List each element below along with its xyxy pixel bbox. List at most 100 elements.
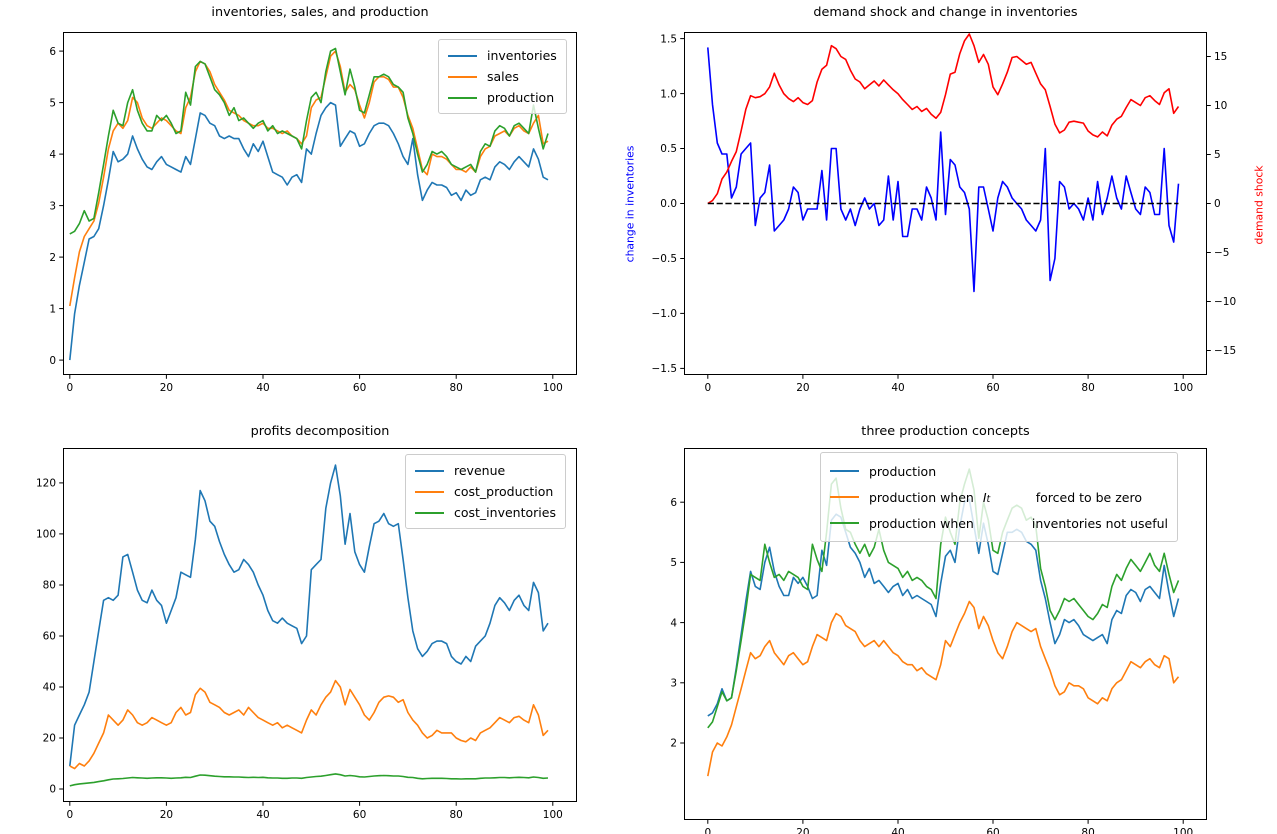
- svg-text:20: 20: [160, 809, 173, 821]
- series-inventories: [69, 101, 549, 361]
- legend-label: production: [869, 463, 937, 479]
- legend-line-sample-production: [830, 470, 859, 472]
- svg-text:0: 0: [66, 382, 73, 394]
- legend-item-production: production: [448, 87, 557, 108]
- svg-text:1.0: 1.0: [660, 88, 677, 100]
- legend-item-sales: sales: [448, 66, 557, 87]
- svg-text:−1.0: −1.0: [652, 308, 678, 320]
- svg-text:40: 40: [256, 809, 269, 821]
- svg-text:80: 80: [1081, 827, 1094, 834]
- y-axis-label-demand-shock: demand shock: [1252, 165, 1266, 245]
- svg-text:40: 40: [891, 382, 904, 394]
- svg-text:3: 3: [49, 200, 56, 212]
- svg-text:40: 40: [43, 682, 56, 694]
- legend-label: cost_inventories: [454, 505, 556, 520]
- legend-label: production when: [869, 489, 974, 505]
- legend-label: sales: [487, 69, 519, 84]
- series-sales: [69, 50, 549, 307]
- legend-inventories-sales-production: inventories sales production: [438, 39, 567, 114]
- svg-text:60: 60: [986, 827, 999, 834]
- svg-text:0: 0: [49, 784, 56, 796]
- legend-label: revenue: [454, 463, 506, 478]
- svg-text:1: 1: [49, 303, 56, 315]
- chart-title-profits-decomposition: profits decomposition: [250, 424, 390, 439]
- svg-text:60: 60: [986, 382, 999, 394]
- series-demand-shock: [707, 33, 1180, 205]
- series-production: [69, 47, 549, 235]
- svg-text:120: 120: [36, 478, 56, 490]
- svg-text:80: 80: [450, 382, 463, 394]
- svg-text:20: 20: [160, 382, 173, 394]
- svg-text:2: 2: [49, 252, 56, 264]
- chart-inventories-sales-production: 0 20 40 60 80 100 0 1 2 3 4 5 6: [49, 32, 577, 394]
- legend-label: forced to be zero: [1035, 489, 1142, 505]
- svg-text:80: 80: [43, 580, 56, 592]
- svg-text:60: 60: [43, 631, 56, 643]
- svg-text:4: 4: [49, 149, 56, 161]
- legend-item-revenue: revenue: [415, 460, 556, 481]
- legend-item-production: production: [830, 458, 1168, 484]
- svg-text:6: 6: [49, 46, 56, 58]
- svg-text:100: 100: [1173, 827, 1193, 834]
- svg-text:20: 20: [796, 827, 809, 834]
- chart-title-three-production-concepts: three production concepts: [861, 424, 1030, 439]
- series-cost-inventories: [69, 773, 549, 787]
- y-axis-label-change-in-inventories: change in inventories: [623, 145, 637, 263]
- svg-text:0.0: 0.0: [660, 198, 677, 210]
- legend-label: inventories not useful: [1031, 515, 1168, 531]
- svg-text:60: 60: [353, 809, 366, 821]
- legend-line-sample-inventories: [448, 54, 477, 57]
- chart-title-inventories-sales-production: inventories, sales, and production: [211, 5, 429, 20]
- svg-text:0: 0: [704, 382, 711, 394]
- svg-text:−10: −10: [1214, 296, 1236, 308]
- svg-text:40: 40: [256, 382, 269, 394]
- svg-text:20: 20: [796, 382, 809, 394]
- chart-demand-shock-change-in-inventories: 0 20 40 60 80 1001.51.00.50.0−0.5−1.0−1.51510…: [652, 32, 1236, 394]
- math-symbol-I: I: [982, 489, 987, 505]
- svg-text:40: 40: [891, 827, 904, 834]
- chart-profits-decomposition: 0 20 40 60 80 100 0 20 40 60 80 100 120: [36, 448, 577, 821]
- legend-item-production-not-useful: production when inventories not useful: [830, 510, 1168, 536]
- svg-text:60: 60: [353, 382, 366, 394]
- series-cost-production: [69, 679, 549, 770]
- legend-label: cost_production: [454, 484, 554, 499]
- svg-text:100: 100: [543, 809, 563, 821]
- legend-item-cost-inventories: cost_inventories: [415, 502, 556, 523]
- svg-text:0: 0: [66, 809, 73, 821]
- svg-text:10: 10: [1214, 100, 1227, 112]
- math-subscript-t: t: [986, 494, 991, 505]
- svg-text:100: 100: [1173, 382, 1193, 394]
- legend-label: production when: [869, 515, 974, 531]
- svg-text:−5: −5: [1214, 247, 1229, 259]
- legend-profits-decomposition: revenue cost_production cost_inventories: [405, 454, 566, 529]
- svg-text:100: 100: [36, 529, 56, 541]
- svg-text:15: 15: [1214, 51, 1227, 63]
- legend-item-inventories: inventories: [448, 45, 557, 66]
- legend-line-sample-cost-production: [415, 490, 444, 493]
- legend-line-sample-sales: [448, 75, 477, 78]
- legend-line-sample-revenue: [415, 469, 444, 472]
- svg-text:100: 100: [543, 382, 563, 394]
- svg-text:−0.5: −0.5: [652, 253, 678, 265]
- legend-line-sample-production-forced-zero: [830, 496, 859, 498]
- svg-text:0: 0: [704, 827, 711, 834]
- svg-text:3: 3: [670, 678, 677, 690]
- svg-text:4: 4: [670, 617, 677, 629]
- svg-text:6: 6: [670, 497, 677, 509]
- svg-text:1.5: 1.5: [660, 33, 677, 45]
- svg-text:5: 5: [1214, 149, 1221, 161]
- chart-three-production-concepts: 0 20 40 60 80 100 2 3 4 5 6: [670, 448, 1207, 834]
- legend-item-cost-production: cost_production: [415, 481, 556, 502]
- chart-title-demand-shock: demand shock and change in inventories: [813, 5, 1078, 20]
- series-production: [707, 498, 1180, 717]
- svg-text:−15: −15: [1214, 345, 1236, 357]
- svg-text:0: 0: [49, 355, 56, 367]
- legend-label: production: [487, 90, 555, 105]
- series-production-inventories-forced-zero: [707, 600, 1180, 777]
- legend-line-sample-production: [448, 96, 477, 99]
- svg-text:2: 2: [670, 738, 677, 750]
- legend-line-sample-production-not-useful: [830, 522, 859, 524]
